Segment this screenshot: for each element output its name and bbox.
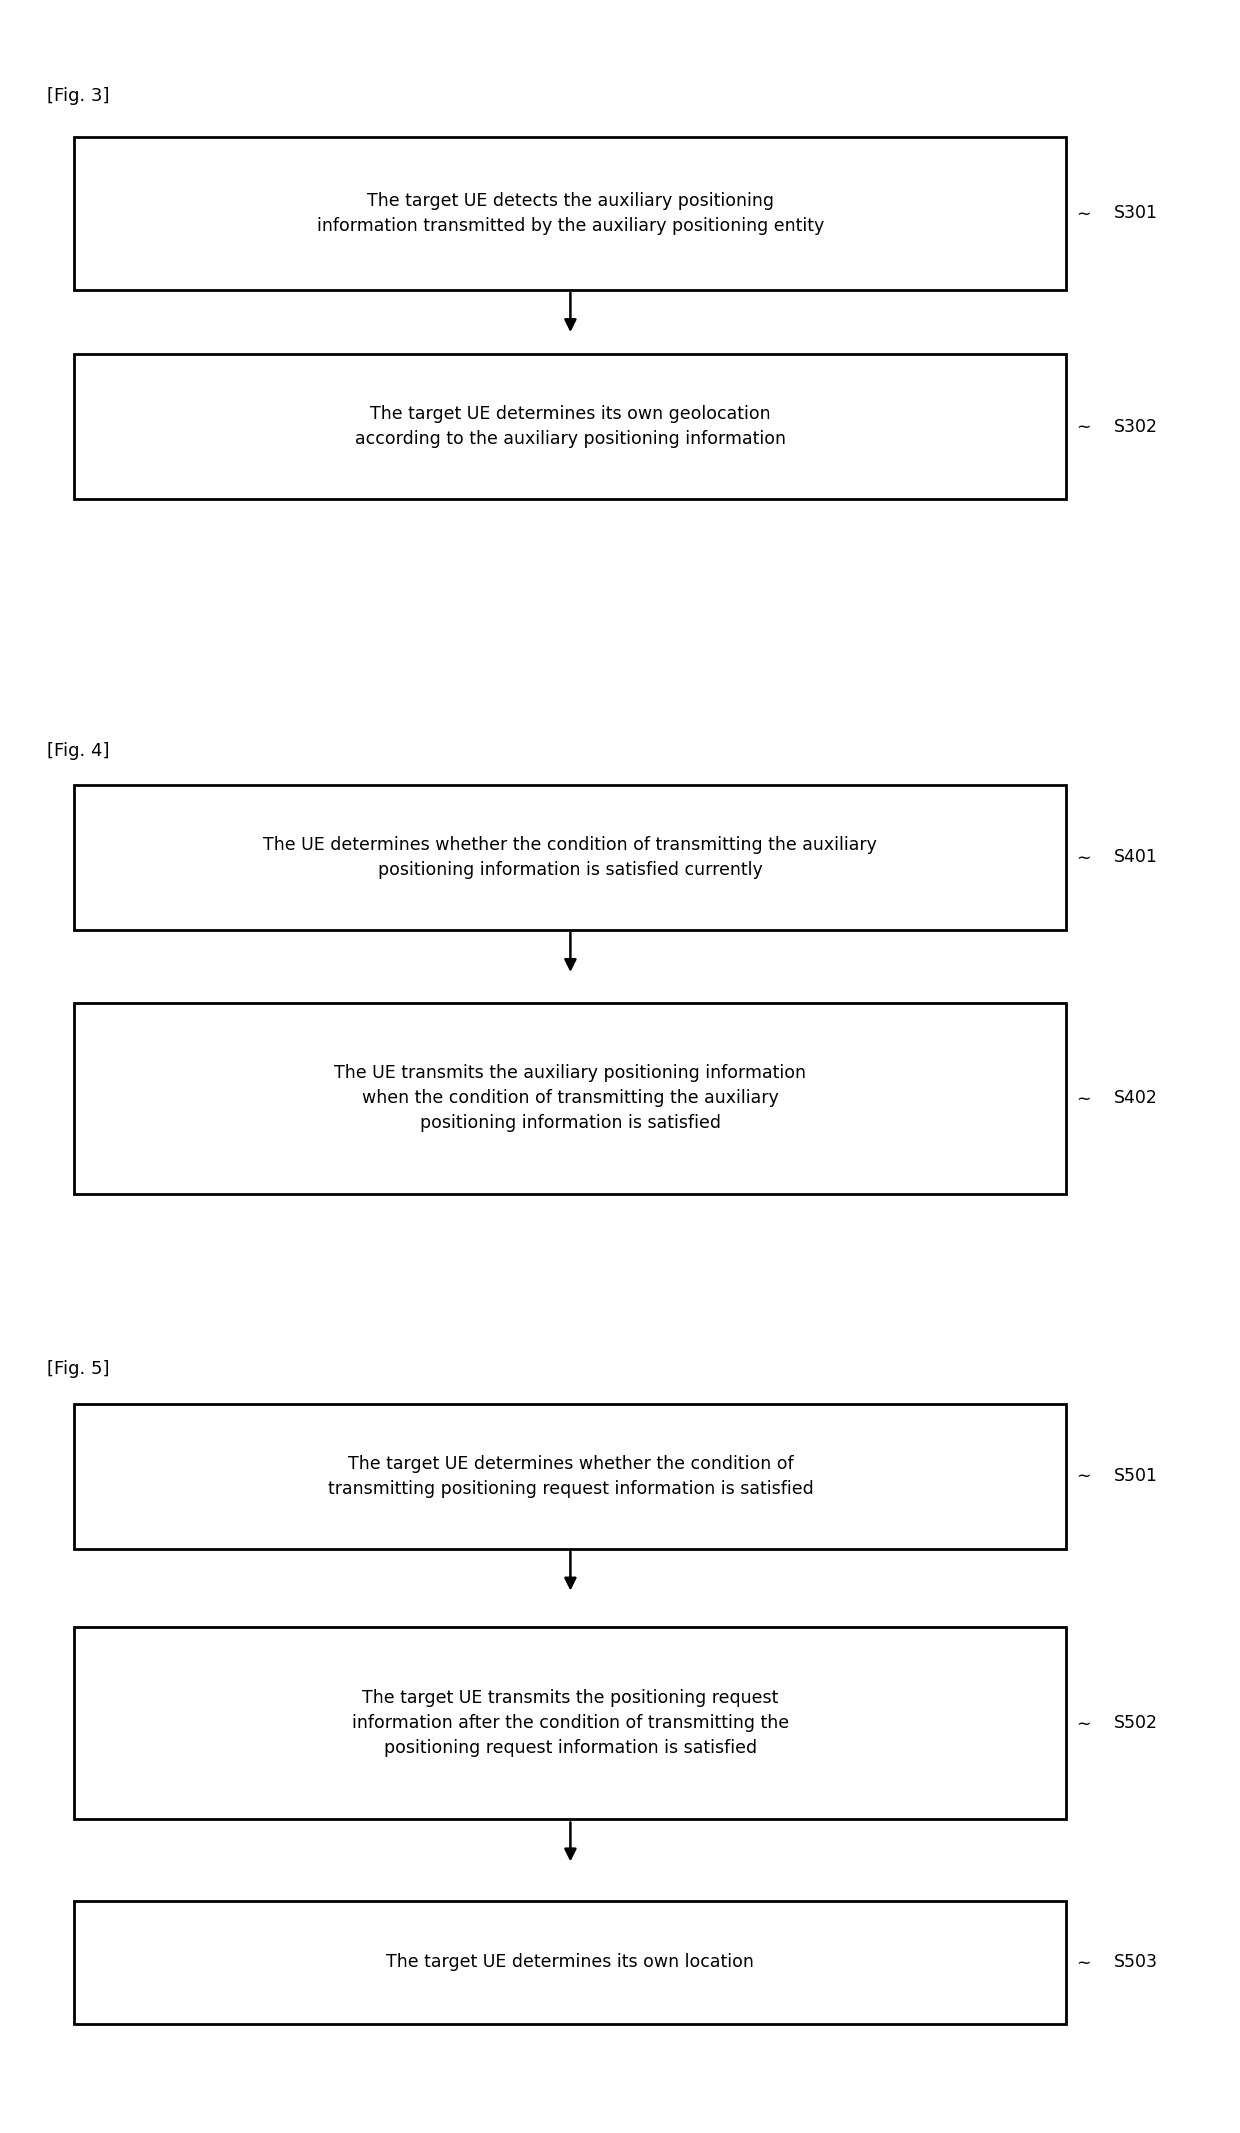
FancyBboxPatch shape <box>74 1627 1066 1819</box>
Text: S401: S401 <box>1114 849 1157 866</box>
Text: The UE determines whether the condition of transmitting the auxiliary
positionin: The UE determines whether the condition … <box>263 836 878 879</box>
Text: [Fig. 4]: [Fig. 4] <box>47 742 109 759</box>
Text: The UE transmits the auxiliary positioning information
when the condition of tra: The UE transmits the auxiliary positioni… <box>335 1064 806 1133</box>
Text: S502: S502 <box>1114 1715 1157 1732</box>
FancyBboxPatch shape <box>74 1404 1066 1549</box>
Text: ∼: ∼ <box>1076 1468 1091 1485</box>
Text: ∼: ∼ <box>1076 1954 1091 1971</box>
Text: ∼: ∼ <box>1076 849 1091 866</box>
Text: S302: S302 <box>1114 418 1157 435</box>
FancyBboxPatch shape <box>74 785 1066 930</box>
Text: ∼: ∼ <box>1076 205 1091 222</box>
Text: S301: S301 <box>1114 205 1157 222</box>
FancyBboxPatch shape <box>74 354 1066 499</box>
Text: The target UE determines its own geolocation
according to the auxiliary position: The target UE determines its own geoloca… <box>355 405 786 448</box>
Text: ∼: ∼ <box>1076 418 1091 435</box>
Text: [Fig. 5]: [Fig. 5] <box>47 1361 109 1378</box>
Text: S503: S503 <box>1114 1954 1157 1971</box>
Text: The target UE detects the auxiliary positioning
information transmitted by the a: The target UE detects the auxiliary posi… <box>316 192 825 235</box>
Text: The target UE determines its own location: The target UE determines its own locatio… <box>387 1954 754 1971</box>
Text: The target UE determines whether the condition of
transmitting positioning reque: The target UE determines whether the con… <box>327 1455 813 1497</box>
FancyBboxPatch shape <box>74 1003 1066 1194</box>
FancyBboxPatch shape <box>74 137 1066 290</box>
Text: The target UE transmits the positioning request
information after the condition : The target UE transmits the positioning … <box>352 1689 789 1758</box>
Text: ∼: ∼ <box>1076 1715 1091 1732</box>
Text: S501: S501 <box>1114 1468 1157 1485</box>
FancyBboxPatch shape <box>74 1901 1066 2024</box>
Text: [Fig. 3]: [Fig. 3] <box>47 87 109 105</box>
Text: ∼: ∼ <box>1076 1090 1091 1107</box>
Text: S402: S402 <box>1114 1090 1157 1107</box>
